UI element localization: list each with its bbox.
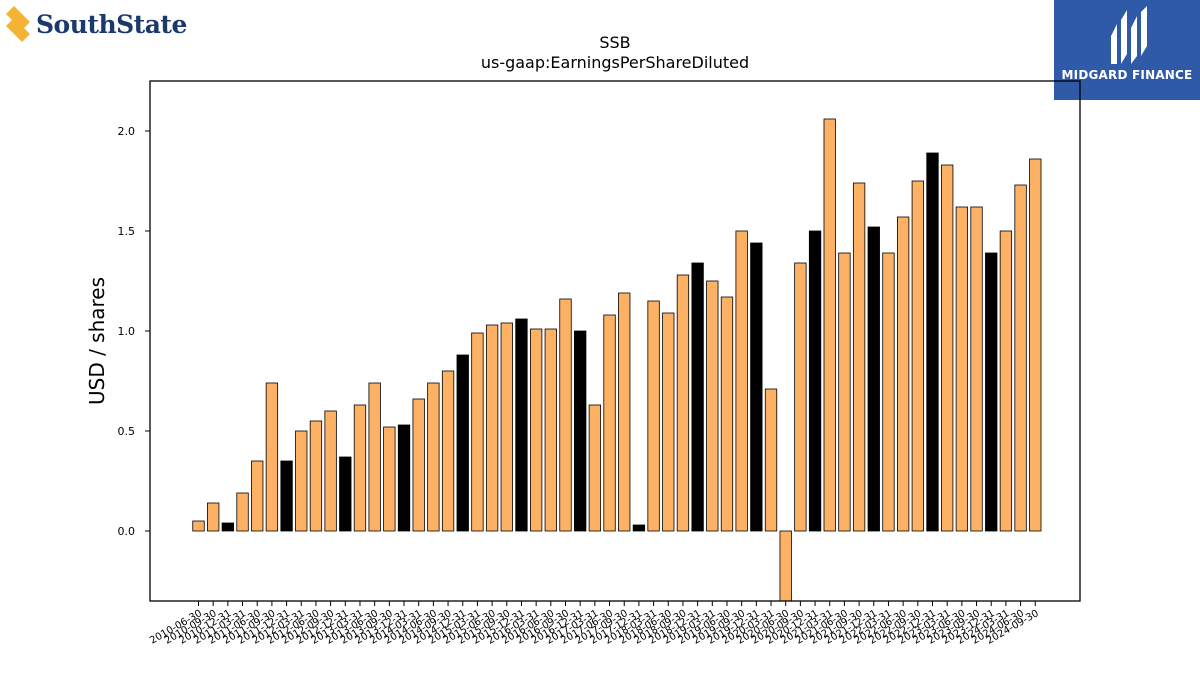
southstate-logo-text: SouthState (36, 9, 187, 39)
y-tick-label: 1.0 (118, 325, 136, 338)
bar-2010-09-30 (207, 502, 220, 532)
bar-2010-12-31 (221, 522, 235, 532)
bar-2022-12-31 (926, 152, 939, 532)
bar-2021-09-30 (852, 182, 866, 532)
y-axis-label: USD / shares (85, 277, 109, 405)
bar-2014-12-31 (456, 354, 469, 532)
southstate-mark-icon (6, 6, 30, 42)
southstate-logo: SouthState (4, 4, 187, 44)
bar-2024-06-30 (1014, 184, 1027, 532)
bar-2012-12-31 (339, 456, 352, 532)
bar-2019-06-30 (720, 296, 734, 532)
bar-2013-06-30 (368, 382, 381, 532)
bar-2023-06-30 (955, 206, 969, 532)
bar-2017-06-30 (603, 314, 616, 532)
bar-2018-09-30 (676, 274, 690, 532)
bar-2016-09-30 (559, 298, 572, 532)
bar-2010-06-30 (192, 520, 205, 532)
plot-frame (149, 80, 1081, 602)
bar-2020-06-30 (779, 530, 792, 602)
y-tick-label: 0.0 (118, 525, 136, 538)
midgard-mark-icon (1111, 6, 1147, 64)
bar-2012-03-31 (295, 430, 308, 532)
y-tick-label: 2.0 (118, 125, 136, 138)
bar-2023-09-30 (970, 206, 983, 532)
bar-2013-03-31 (353, 404, 367, 532)
bar-2011-09-30 (265, 382, 279, 532)
bar-2024-03-31 (999, 230, 1013, 532)
bar-2014-06-30 (427, 382, 440, 532)
bar-2015-12-31 (515, 318, 528, 532)
y-tick-label: 0.5 (118, 425, 136, 438)
chart-title: SSB (599, 33, 630, 52)
y-tick-label: 1.5 (118, 225, 136, 238)
bar-2018-12-31 (691, 262, 704, 532)
x-ticks-group: 2010-06-302010-09-302010-12-312011-03-31… (148, 601, 1041, 647)
bar-2019-12-31 (750, 242, 763, 532)
bar-2022-03-31 (882, 252, 895, 532)
midgard-finance-logo: MIDGARD FINANCE (1054, 0, 1200, 100)
bar-2022-09-30 (911, 180, 924, 532)
bar-2011-03-31 (236, 492, 249, 532)
bar-2020-09-30 (794, 262, 807, 532)
bar-2011-06-30 (251, 460, 264, 532)
chart-subtitle: us-gaap:EarningsPerShareDiluted (481, 53, 749, 72)
bar-2023-12-31 (985, 252, 998, 532)
y-ticks-group: 0.0 0.5 1.0 1.5 2.0 (118, 125, 150, 538)
bar-2023-03-31 (941, 164, 954, 532)
bars-group (192, 118, 1042, 602)
bar-2021-12-31 (867, 226, 880, 532)
bar-2021-06-30 (838, 252, 851, 532)
bar-2018-06-30 (662, 312, 675, 532)
bar-2013-12-31 (397, 424, 411, 532)
bar-2015-06-30 (485, 324, 499, 532)
bar-2017-12-31 (632, 524, 646, 532)
bar-2016-03-31 (529, 328, 543, 532)
bar-2015-03-31 (471, 332, 484, 532)
bar-2014-09-30 (441, 370, 455, 532)
bar-2020-12-31 (808, 230, 822, 532)
bar-2022-06-30 (896, 216, 910, 532)
bar-2017-09-30 (618, 292, 631, 532)
bar-2020-03-31 (764, 388, 778, 532)
bar-2017-03-31 (588, 404, 602, 532)
bar-2016-12-31 (574, 330, 587, 532)
bar-2018-03-31 (647, 300, 660, 532)
bar-2012-09-30 (324, 410, 337, 532)
midgard-logo-text: MIDGARD FINANCE (1061, 68, 1193, 82)
bar-2021-03-31 (823, 118, 836, 532)
bar-2014-03-31 (412, 398, 425, 532)
bar-2011-12-31 (280, 460, 293, 532)
bar-2012-06-30 (309, 420, 323, 532)
bar-2016-06-30 (544, 328, 557, 532)
bar-2019-03-31 (706, 280, 719, 532)
bar-2015-09-30 (500, 322, 513, 532)
bar-2024-09-30 (1029, 158, 1042, 532)
bar-2019-09-30 (735, 230, 748, 532)
bar-2013-09-30 (383, 426, 396, 532)
